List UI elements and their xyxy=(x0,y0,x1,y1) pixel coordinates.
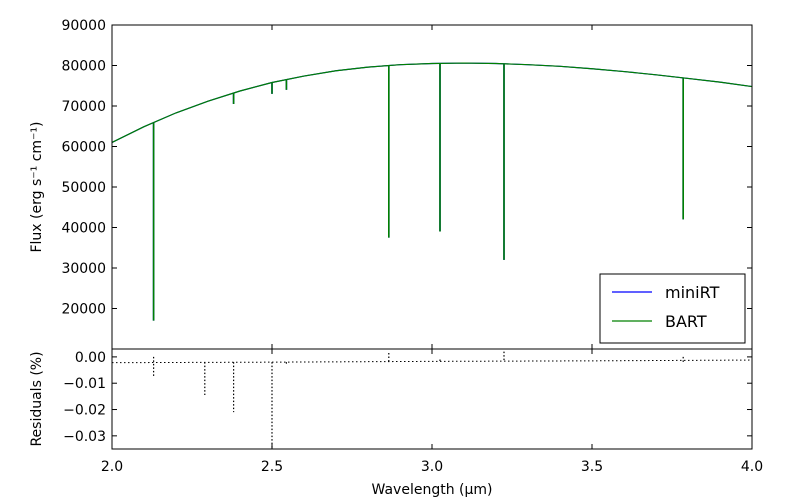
main-ytick-label: 80000 xyxy=(61,59,106,75)
main-panel: 20000 30000 40000 50000 60000 70000 80000 90000… xyxy=(29,18,753,350)
main-y-axis-label: Flux (erg s⁻¹ cm⁻¹) xyxy=(29,121,45,252)
residuals-spikes xyxy=(153,351,684,449)
main-ytick-label: 40000 xyxy=(61,221,106,237)
xtick-label: 3.0 xyxy=(421,459,443,475)
series-line-bart xyxy=(111,62,753,143)
residuals-y-ticks: 0.00 −0.01 −0.02 −0.03 xyxy=(63,350,752,445)
residuals-baseline xyxy=(111,359,753,364)
res-ytick-label: −0.01 xyxy=(63,376,106,392)
main-ytick-label: 90000 xyxy=(61,18,106,34)
xtick-label: 3.5 xyxy=(581,459,603,475)
residuals-x-ticks: 2.0 2.5 3.0 3.5 4.0 xyxy=(101,349,763,475)
legend-box xyxy=(599,273,746,344)
legend-label-minirt: miniRT xyxy=(665,283,720,302)
main-y-ticks: 20000 30000 40000 50000 60000 70000 80000 90000 xyxy=(61,18,752,318)
xtick-label: 2.0 xyxy=(101,459,123,475)
xtick-label: 2.5 xyxy=(261,459,283,475)
res-ytick-label: −0.03 xyxy=(63,429,106,445)
main-ytick-label: 50000 xyxy=(61,180,106,196)
legend-label-bart: BART xyxy=(665,312,707,331)
res-ytick-label: 0.00 xyxy=(75,350,106,366)
main-ytick-label: 30000 xyxy=(61,261,106,277)
res-ytick-label: −0.02 xyxy=(63,403,106,419)
main-ytick-label: 70000 xyxy=(61,99,106,115)
residuals-panel: 0.00 −0.01 −0.02 −0.03 2.0 2.5 3.0 3.5 4.0 Resi… xyxy=(29,348,763,498)
legend: miniRT BART xyxy=(599,273,746,344)
xtick-label: 4.0 xyxy=(741,459,763,475)
x-axis-label: Wavelength (μm) xyxy=(372,482,493,498)
main-absorption-lines xyxy=(152,63,685,321)
residuals-plot-frame xyxy=(111,348,753,450)
residuals-y-axis-label: Residuals (%) xyxy=(29,351,45,446)
main-ytick-label: 20000 xyxy=(61,302,106,318)
main-ytick-label: 60000 xyxy=(61,140,106,156)
